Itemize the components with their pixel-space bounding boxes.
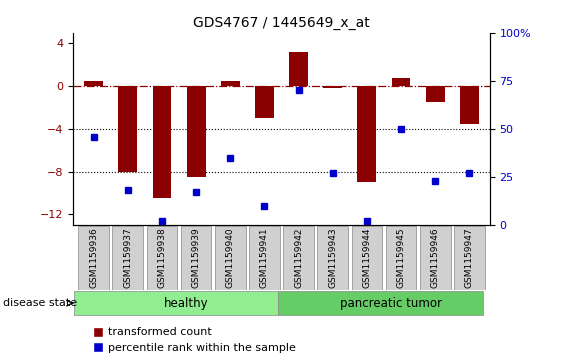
Bar — [118, 86, 137, 172]
Text: GSM1159941: GSM1159941 — [260, 227, 269, 288]
FancyBboxPatch shape — [386, 226, 417, 290]
Text: disease state: disease state — [3, 298, 77, 308]
Text: GSM1159947: GSM1159947 — [465, 227, 474, 288]
Bar — [289, 52, 308, 86]
Bar — [460, 86, 479, 123]
Text: GSM1159936: GSM1159936 — [89, 227, 98, 288]
Text: GSM1159939: GSM1159939 — [191, 227, 200, 288]
FancyBboxPatch shape — [283, 226, 314, 290]
Text: GSM1159943: GSM1159943 — [328, 227, 337, 288]
FancyBboxPatch shape — [78, 226, 109, 290]
Bar — [153, 86, 171, 198]
Text: GSM1159945: GSM1159945 — [396, 227, 405, 288]
Text: healthy: healthy — [164, 297, 208, 310]
FancyBboxPatch shape — [420, 226, 450, 290]
Text: GSM1159937: GSM1159937 — [123, 227, 132, 288]
Bar — [84, 81, 103, 86]
FancyBboxPatch shape — [215, 226, 245, 290]
Text: GSM1159940: GSM1159940 — [226, 227, 235, 288]
FancyBboxPatch shape — [181, 226, 212, 290]
FancyBboxPatch shape — [113, 226, 143, 290]
Bar — [358, 86, 376, 182]
Bar — [323, 86, 342, 88]
Text: GSM1159938: GSM1159938 — [158, 227, 167, 288]
FancyBboxPatch shape — [454, 226, 485, 290]
Bar — [187, 86, 205, 177]
Bar — [392, 78, 410, 86]
Bar — [255, 86, 274, 118]
Bar — [426, 86, 445, 102]
FancyBboxPatch shape — [351, 226, 382, 290]
FancyBboxPatch shape — [279, 291, 482, 315]
Bar — [221, 81, 240, 86]
FancyBboxPatch shape — [146, 226, 177, 290]
Text: pancreatic tumor: pancreatic tumor — [340, 297, 442, 310]
Text: GSM1159944: GSM1159944 — [363, 228, 372, 288]
Text: GSM1159946: GSM1159946 — [431, 227, 440, 288]
Title: GDS4767 / 1445649_x_at: GDS4767 / 1445649_x_at — [193, 16, 370, 30]
FancyBboxPatch shape — [74, 291, 278, 315]
FancyBboxPatch shape — [318, 226, 348, 290]
FancyBboxPatch shape — [249, 226, 280, 290]
Text: GSM1159942: GSM1159942 — [294, 228, 303, 288]
Legend: transformed count, percentile rank within the sample: transformed count, percentile rank withi… — [90, 323, 301, 358]
